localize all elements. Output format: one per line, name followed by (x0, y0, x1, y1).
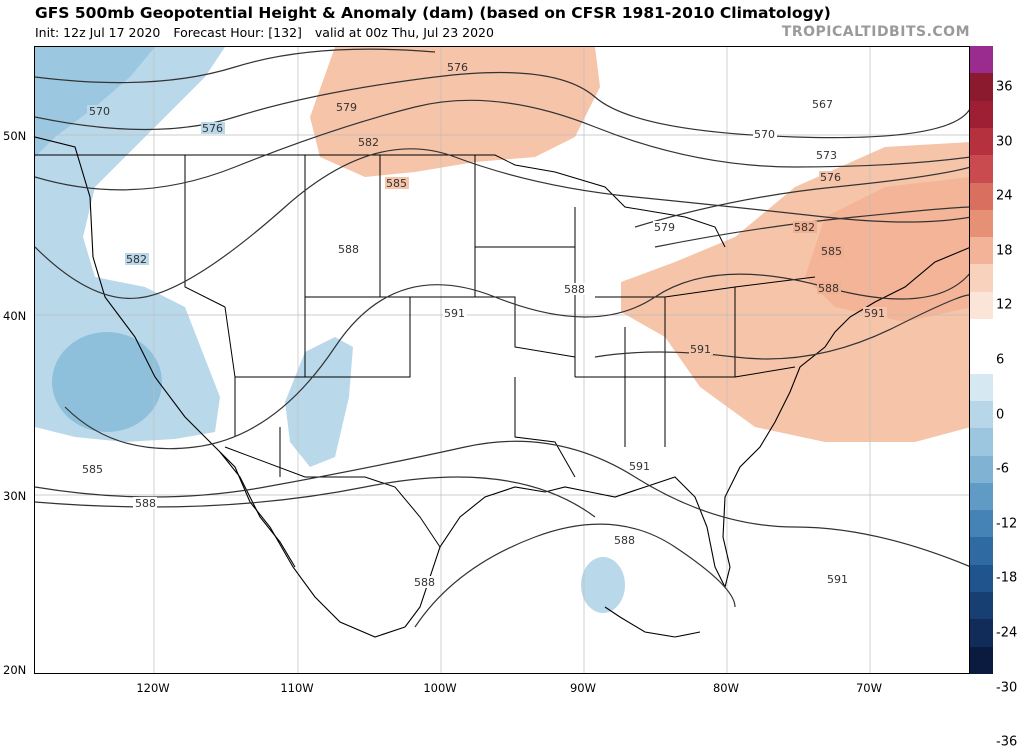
colorbar-label: -18 (996, 570, 1018, 586)
lon-label-110w: 110W (280, 681, 314, 695)
contour-label: 582 (358, 136, 379, 149)
colorbar-segment (970, 209, 993, 238)
map-panel: 576 579 582 585 588 591 570 576 582 588 … (34, 46, 970, 674)
lat-label-40n: 40N (3, 309, 27, 323)
colorbar-label: 30 (996, 134, 1013, 150)
colorbar-segment (970, 73, 993, 102)
contour-label: 570 (754, 128, 775, 141)
contour-label: 576 (202, 122, 223, 135)
colorbar-segment (970, 237, 993, 265)
map-canvas: 576 579 582 585 588 591 570 576 582 588 … (35, 47, 969, 673)
colorbar-segment (970, 373, 993, 402)
lat-label-50n: 50N (3, 129, 27, 143)
colorbar-label: 36 (996, 79, 1013, 95)
contour-label: 588 (135, 497, 156, 510)
colorbar-segment (970, 291, 993, 320)
contour-label: 567 (812, 98, 833, 111)
contour-label: 582 (126, 253, 147, 266)
contour-label: 588 (414, 576, 435, 589)
contour-label: 591 (827, 573, 848, 586)
contour-label: 591 (864, 307, 885, 320)
contour-label: 588 (564, 283, 585, 296)
contour-label: 591 (629, 460, 650, 473)
lon-label-70w: 70W (855, 681, 883, 695)
lon-label-80w: 80W (712, 681, 740, 695)
contour-label: 588 (614, 534, 635, 547)
colorbar-segment (970, 646, 993, 675)
contour-label: 582 (794, 221, 815, 234)
colorbar-segment (970, 619, 993, 648)
contour-label: 576 (820, 171, 841, 184)
colorbar-label: 0 (996, 407, 1005, 423)
positive-anomaly (310, 47, 969, 442)
colorbar-segment (970, 46, 993, 74)
colorbar-segment (970, 400, 993, 429)
lat-label-30n: 30N (3, 489, 27, 503)
colorbar-segment (970, 319, 993, 347)
contour-label: 588 (818, 282, 839, 295)
contour-label: 570 (89, 105, 110, 118)
colorbar-segment (970, 482, 993, 511)
negative-anomaly-west (35, 47, 625, 613)
map-subtitle: Init: 12z Jul 17 2020 Forecast Hour: [13… (35, 25, 503, 40)
lon-label-90w: 90W (569, 681, 597, 695)
graticule (35, 47, 969, 673)
colorbar-label: -30 (996, 680, 1018, 696)
colorbar-segment (970, 455, 993, 484)
colorbar-segment (970, 428, 993, 457)
colorbar-label: -24 (996, 625, 1018, 641)
contour-label: 585 (386, 177, 407, 190)
colorbar-label: 18 (996, 243, 1013, 259)
colorbar-segment (970, 564, 993, 593)
colorbar-segment (970, 264, 993, 293)
colorbar-label: -6 (996, 461, 1009, 477)
contour-label: 576 (447, 61, 468, 74)
colorbar-label: 24 (996, 188, 1013, 204)
colorbar-segment (970, 100, 993, 129)
colorbar-segment (970, 155, 993, 183)
colorbar-segment (970, 346, 993, 375)
contour-label: 579 (336, 101, 357, 114)
colorbar-label: 12 (996, 297, 1013, 313)
lat-label-20n: 20N (3, 663, 27, 677)
colorbar-segment (970, 592, 993, 620)
init-time: Init: 12z Jul 17 2020 (35, 25, 161, 40)
contour-label: 585 (82, 463, 103, 476)
colorbar-segment (970, 537, 993, 566)
coastlines (35, 136, 969, 638)
contour-label: 591 (444, 307, 465, 320)
contour-label: 573 (816, 149, 837, 162)
contour-label: 579 (654, 221, 675, 234)
contour-label-group: 576 579 582 585 588 591 570 576 582 588 … (81, 61, 887, 589)
map-title: GFS 500mb Geopotential Height & Anomaly … (35, 4, 831, 22)
forecast-hour: Forecast Hour: [132] (173, 25, 302, 40)
colorbar-label: -36 (996, 734, 1018, 750)
anomaly-colorbar (970, 46, 993, 675)
colorbar-label: -12 (996, 516, 1018, 532)
contour-label: 591 (690, 343, 711, 356)
valid-time: valid at 00z Thu, Jul 23 2020 (314, 25, 494, 40)
colorbar-segment (970, 510, 993, 538)
watermark: TROPICALTIDBITS.COM (781, 24, 970, 40)
lon-label-100w: 100W (423, 681, 457, 695)
colorbar-label: 6 (996, 352, 1005, 368)
lon-label-120w: 120W (136, 681, 170, 695)
contour-label: 588 (338, 243, 359, 256)
colorbar-segment (970, 182, 993, 211)
contour-label: 585 (821, 245, 842, 258)
colorbar-segment (970, 127, 993, 156)
